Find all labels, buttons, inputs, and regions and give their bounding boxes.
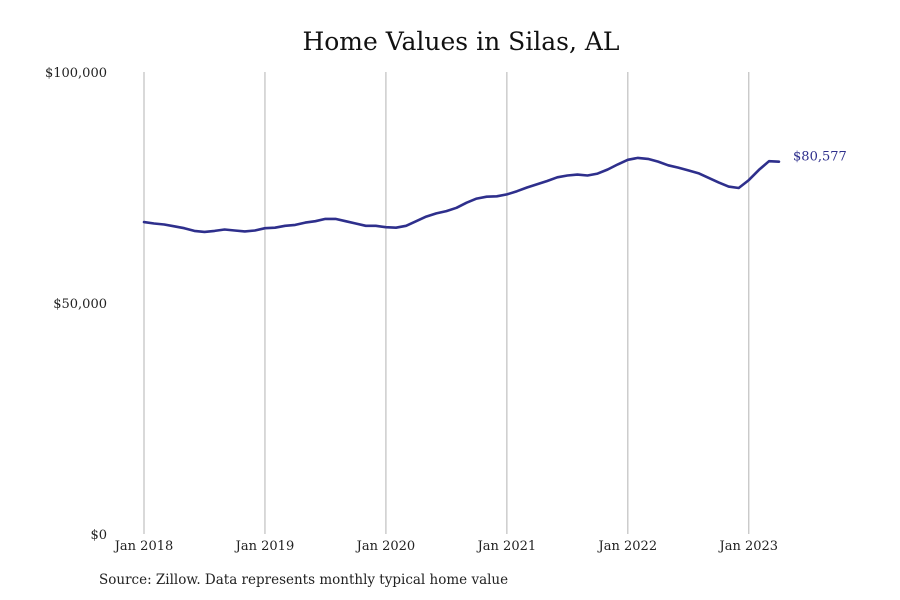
chart-title: Home Values in Silas, AL — [302, 27, 620, 56]
end-value-label: $80,577 — [793, 150, 847, 165]
gridlines — [143, 72, 750, 534]
y-tick-label: $50,000 — [53, 297, 107, 312]
y-axis-ticks: $0 $50,000 $100,000 — [45, 66, 107, 543]
y-tick-label: $0 — [90, 528, 107, 543]
x-tick-label: Jan 2018 — [113, 539, 174, 554]
home-value-line — [142, 156, 781, 234]
x-tick-label: Jan 2021 — [476, 539, 537, 554]
x-tick-label: Jan 2020 — [355, 539, 416, 554]
y-tick-label: $100,000 — [45, 66, 107, 81]
x-axis-ticks: Jan 2018 Jan 2019 Jan 2020 Jan 2021 Jan 2022… — [113, 539, 778, 554]
x-tick-label: Jan 2019 — [234, 539, 295, 554]
x-tick-label: Jan 2022 — [597, 539, 658, 554]
x-tick-label: Jan 2023 — [718, 539, 779, 554]
source-note: Source: Zillow. Data represents monthly … — [99, 572, 509, 588]
